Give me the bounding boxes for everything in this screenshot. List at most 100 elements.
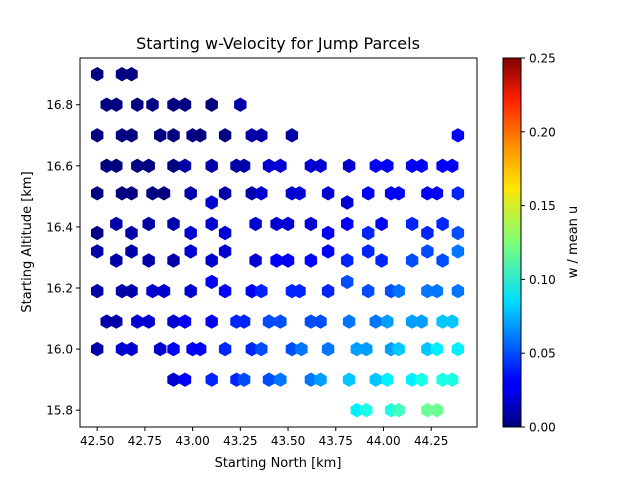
hexbin-cell xyxy=(167,372,180,387)
hexbin-cell xyxy=(430,283,444,299)
hexbin-cell xyxy=(178,314,192,329)
hexbin-cell xyxy=(154,341,167,357)
chart-title: Starting w-Velocity for Jump Parcels xyxy=(136,34,420,53)
hexbin-cell xyxy=(142,253,155,268)
hexbin-cell xyxy=(304,216,318,232)
hexbin-cell xyxy=(270,253,283,268)
hexbin-cell xyxy=(125,283,138,299)
hexbin-cell xyxy=(369,314,382,329)
hexbin-cell xyxy=(392,186,405,201)
hexbin-cell xyxy=(167,97,180,112)
hexbin-cell xyxy=(154,128,167,143)
hexbin-cell xyxy=(350,403,363,418)
hexbin-cell xyxy=(184,244,197,259)
hexbin-cell xyxy=(360,341,373,357)
hexbin-cell xyxy=(167,128,180,143)
hexbin-cell xyxy=(157,283,171,299)
hexbin-cell xyxy=(430,403,444,418)
colorbar-label: w / mean u xyxy=(566,206,581,279)
hexbin-cell xyxy=(314,158,327,173)
hexbin-cell xyxy=(205,216,218,232)
colorbar-tick-label: 0.00 xyxy=(529,421,556,435)
hexbin-cell xyxy=(194,341,207,357)
hexbin-cell xyxy=(281,253,295,268)
hexbin-cell xyxy=(100,158,113,173)
hexbin-cell xyxy=(430,186,444,201)
colorbar-tick-label: 0.05 xyxy=(529,347,556,361)
hexbin-cell xyxy=(421,244,434,259)
hexbin-cell xyxy=(262,372,276,387)
hexbin-cell xyxy=(131,158,144,173)
hexbin-cell xyxy=(381,314,394,329)
hexbin-cell xyxy=(110,158,123,173)
hexbin-cell xyxy=(415,158,428,173)
hexbin-cell xyxy=(142,158,155,173)
hexbin-cell xyxy=(125,341,138,357)
hexbin-cell xyxy=(178,158,192,173)
hexbin-cell xyxy=(255,128,268,143)
hexbin-cell xyxy=(314,314,327,329)
x-tick-label: 43.50 xyxy=(271,434,305,448)
hexbin-cell xyxy=(234,97,247,112)
hexbin-cell xyxy=(115,186,129,201)
hexbin-cell xyxy=(405,216,419,232)
hexbin-cell xyxy=(125,225,138,241)
hexbin-cell xyxy=(451,341,465,357)
hexbin-cell xyxy=(218,341,232,357)
hexbin-cell xyxy=(237,372,251,387)
hexbin-cell xyxy=(341,253,354,268)
hexbin-cell xyxy=(115,341,129,357)
hexbin-cell xyxy=(446,314,459,329)
x-tick-label: 42.50 xyxy=(80,434,114,448)
hexbin-cell xyxy=(274,158,287,173)
hexbin-cell xyxy=(362,244,375,259)
hexbin-cell xyxy=(255,341,268,357)
hexbin-cell xyxy=(167,341,180,357)
hexbin-cell xyxy=(415,314,428,329)
hexbin-cell xyxy=(304,253,318,268)
hexbin-cell xyxy=(293,186,306,201)
y-tick-label: 16.2 xyxy=(46,282,73,296)
hexbin-cell xyxy=(91,186,104,201)
hexbin-cell xyxy=(451,128,465,143)
hexbin-cell xyxy=(110,216,123,232)
hexbin-cell xyxy=(381,372,394,387)
hexbin-cell xyxy=(436,158,449,173)
hexbin-cell xyxy=(392,341,405,357)
hexbin-cell xyxy=(131,97,144,112)
hexbin-cell xyxy=(205,158,218,173)
hexbin-cell xyxy=(446,158,459,173)
hexbin-cell xyxy=(205,195,218,210)
hexbin-cell xyxy=(350,341,363,357)
colorbar xyxy=(502,57,522,428)
hexbin-cell xyxy=(293,283,306,299)
hexbin-cell xyxy=(167,314,180,329)
hexbin-cell xyxy=(415,372,428,387)
hexbin-cell xyxy=(249,253,262,268)
colorbar-tick-label: 0.15 xyxy=(529,199,556,213)
hexbin-cell xyxy=(205,314,218,329)
hexbin-cell xyxy=(274,372,287,387)
hexbin-cell xyxy=(142,314,155,329)
hexbin-cell xyxy=(342,372,356,387)
hexbin-cell xyxy=(91,225,104,241)
hexbin-cell xyxy=(436,253,449,268)
x-tick-label: 42.75 xyxy=(128,434,162,448)
hexbin-cell xyxy=(91,283,104,299)
y-tick-label: 16.4 xyxy=(46,220,73,234)
hexbin-cell xyxy=(262,158,276,173)
hexbin-cell xyxy=(321,341,335,357)
hexbin-cell xyxy=(178,97,192,112)
hexbin-cell xyxy=(341,274,354,290)
colorbar-tick-label: 0.10 xyxy=(529,273,556,287)
hexbin-cell xyxy=(218,244,232,259)
hexbin-cell xyxy=(146,186,159,201)
hexbin-cell xyxy=(142,216,155,232)
hexbin-cell xyxy=(451,186,465,201)
hexbin-cell xyxy=(100,314,113,329)
hexbin-cell xyxy=(262,314,276,329)
hexbin-cell xyxy=(360,403,373,418)
hexbin-cell xyxy=(218,283,232,299)
colorbar-tick-label: 0.25 xyxy=(529,52,556,66)
